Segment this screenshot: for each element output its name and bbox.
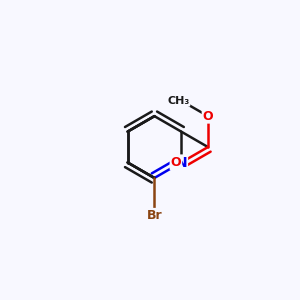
Text: N: N xyxy=(176,155,187,170)
Text: O: O xyxy=(203,110,213,123)
Text: CH₃: CH₃ xyxy=(167,96,189,106)
Text: O: O xyxy=(171,156,181,169)
Text: Br: Br xyxy=(147,209,162,222)
